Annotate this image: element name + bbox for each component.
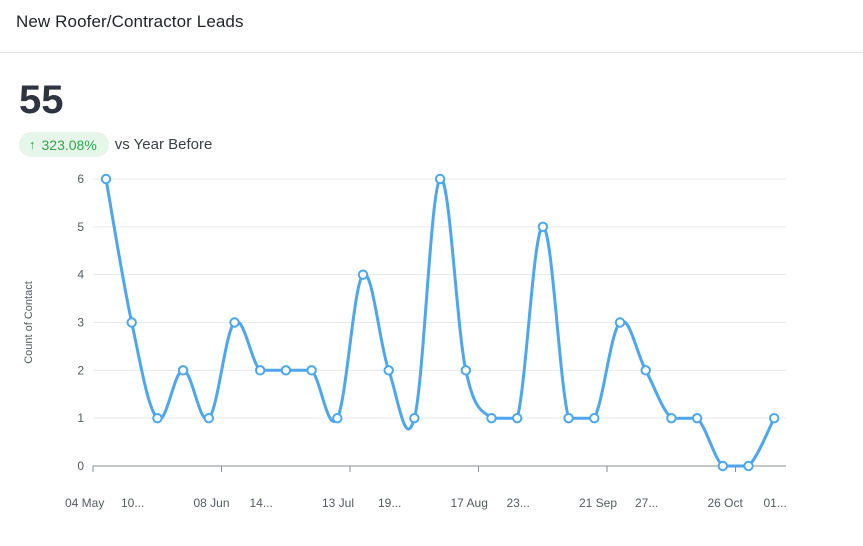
x-tick-label: 10... <box>121 496 144 510</box>
y-tick-label: 5 <box>77 220 84 234</box>
y-tick-label: 1 <box>77 411 84 425</box>
x-tick-label: 23... <box>507 496 530 510</box>
data-point <box>512 412 523 424</box>
y-tick-label: 6 <box>77 172 84 186</box>
data-point <box>434 173 446 185</box>
data-point <box>666 412 677 424</box>
data-point <box>357 269 369 280</box>
data-point <box>614 317 626 328</box>
y-tick-label: 4 <box>77 268 84 282</box>
delta-percent: 323.08% <box>41 136 97 153</box>
data-point <box>769 412 780 424</box>
data-point <box>203 412 215 424</box>
arrow-up-icon: ↑ <box>29 137 36 152</box>
data-point <box>177 365 189 376</box>
data-point <box>306 365 317 376</box>
x-tick-label: 21 Sep <box>579 496 617 510</box>
x-tick-label: 14... <box>250 496 273 510</box>
kpi-value: 55 <box>19 78 64 122</box>
card-header: New Roofer/Contractor Leads <box>0 0 863 53</box>
data-point <box>691 412 703 424</box>
data-point <box>640 365 651 376</box>
delta-row: ↑ 323.08% vs Year Before <box>19 132 212 157</box>
series-line <box>104 177 776 468</box>
y-tick-label: 2 <box>77 363 84 377</box>
data-point <box>332 412 343 424</box>
delta-badge: ↑ 323.08% <box>19 132 109 157</box>
x-tick-label: 08 Jun <box>194 496 230 510</box>
data-point <box>100 173 112 185</box>
card-title: New Roofer/Contractor Leads <box>16 12 244 31</box>
data-point <box>409 412 420 424</box>
data-point <box>717 460 728 472</box>
data-point <box>152 412 163 424</box>
data-point <box>460 365 471 376</box>
x-tick-label: 27... <box>635 496 658 510</box>
x-tick-label: 19... <box>378 496 401 510</box>
data-point <box>563 412 574 424</box>
y-tick-label: 0 <box>77 459 84 473</box>
data-point <box>126 317 137 328</box>
x-tick-label: 17 Aug <box>451 496 488 510</box>
x-tick-label: 26 Oct <box>708 496 744 510</box>
y-tick-label: 3 <box>77 316 84 330</box>
data-point <box>383 365 394 376</box>
data-point <box>486 412 497 424</box>
y-axis-label: Count of Contact <box>23 281 35 364</box>
data-point <box>589 412 600 424</box>
data-point <box>229 317 240 328</box>
data-point <box>537 221 549 233</box>
data-point <box>743 460 754 472</box>
x-tick-label: 01... <box>764 496 787 510</box>
x-tick-label: 04 May <box>65 496 104 510</box>
data-point <box>255 365 266 376</box>
x-tick-label: 13 Jul <box>322 496 354 510</box>
data-point <box>280 365 292 376</box>
compare-label: vs Year Before <box>114 136 213 153</box>
